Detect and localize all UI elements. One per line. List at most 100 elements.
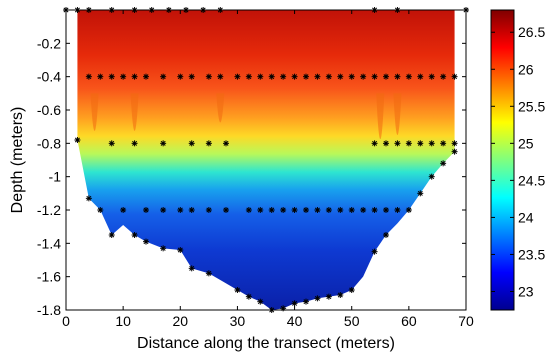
sample-point <box>205 270 212 277</box>
x-tick-label: 70 <box>458 313 474 329</box>
sample-point <box>131 140 138 147</box>
sample-point <box>143 238 149 245</box>
sample-point <box>131 7 138 13</box>
sample-point <box>143 207 149 213</box>
sample-point <box>337 73 344 80</box>
y-tick-label: -1.2 <box>37 202 61 218</box>
sample-point <box>160 245 167 252</box>
y-axis-ticks: -0.2 -0.4 -0.6 -0.8 -1 -1.2 -1.4 -1.6 -1.8 <box>37 35 466 318</box>
sample-point <box>131 232 138 238</box>
sample-point <box>108 140 115 147</box>
sample-point <box>371 73 378 80</box>
colorbar-tick-label: 25 <box>518 135 534 151</box>
sample-point <box>108 232 115 238</box>
sample-point <box>348 207 355 213</box>
sample-point <box>348 73 355 80</box>
warm-streaks <box>90 93 402 140</box>
sample-point <box>120 207 127 213</box>
sample-point <box>74 7 81 13</box>
sample-point <box>291 207 298 213</box>
sample-point <box>85 195 92 202</box>
sample-point <box>177 247 184 253</box>
sample-point <box>394 207 401 213</box>
sample-point <box>314 295 321 302</box>
sample-point <box>177 207 184 213</box>
sample-point <box>291 300 298 307</box>
sample-point <box>405 207 412 213</box>
colorbar-tick-label: 24 <box>518 209 534 225</box>
sample-point <box>371 207 378 213</box>
sample-point <box>417 190 424 197</box>
sample-point <box>428 140 435 147</box>
sample-point <box>371 248 378 255</box>
sample-point <box>268 307 275 313</box>
y-axis-label: Depth (meters) <box>9 107 26 214</box>
sample-point <box>74 137 81 143</box>
warm-streak <box>393 93 402 135</box>
sample-point <box>394 7 401 13</box>
sample-point <box>325 293 332 300</box>
y-tick-label: -1.4 <box>37 235 61 251</box>
x-axis-label: Distance along the transect (meters) <box>137 335 395 352</box>
sample-point <box>325 73 332 80</box>
sample-point <box>217 73 224 80</box>
sample-point <box>383 140 389 147</box>
sample-point <box>337 207 344 213</box>
sample-point <box>143 73 149 80</box>
sample-point <box>280 73 287 80</box>
sample-point <box>234 287 241 293</box>
sample-point <box>383 73 389 80</box>
sample-point <box>245 73 252 80</box>
warm-streak <box>216 93 225 123</box>
sample-point <box>383 207 389 213</box>
y-tick-label: -1.6 <box>37 269 61 285</box>
sample-point <box>360 207 367 213</box>
sample-point <box>160 73 167 80</box>
sample-point <box>428 73 435 80</box>
sample-point <box>223 140 229 147</box>
sample-point <box>268 207 275 213</box>
y-tick-label: -0.4 <box>37 69 61 85</box>
sample-point <box>85 73 92 80</box>
sample-point <box>257 298 264 305</box>
sample-point <box>160 140 167 147</box>
sample-point <box>205 207 212 213</box>
sample-point <box>314 207 321 213</box>
sample-point <box>217 7 224 13</box>
sample-point <box>394 140 401 147</box>
sample-point <box>131 73 138 80</box>
sample-point <box>200 7 207 13</box>
sample-point <box>108 7 115 13</box>
warm-streak <box>376 93 385 140</box>
x-tick-label: 0 <box>62 313 70 329</box>
sample-point <box>280 305 287 312</box>
plot-frame <box>65 9 467 311</box>
sample-point <box>205 140 212 147</box>
x-tick-label: 20 <box>172 313 188 329</box>
sample-point <box>383 232 389 238</box>
temperature-field <box>77 10 455 310</box>
sample-point <box>440 73 447 80</box>
y-tick-label: -0.8 <box>37 135 61 151</box>
colorbar-tick-label: 26 <box>518 61 534 77</box>
sample-point <box>165 7 172 13</box>
colorbar <box>490 9 515 311</box>
colorbar-ticks: 23 23.5 24 24.5 25 25.5 26 26.5 <box>491 24 545 299</box>
sample-point <box>394 73 401 80</box>
sample-point <box>257 73 264 80</box>
x-tick-label: 10 <box>115 313 131 329</box>
warm-streak <box>90 93 99 131</box>
colorbar-tick-label: 26.5 <box>518 24 545 40</box>
sample-point <box>451 148 458 155</box>
sample-point <box>303 207 309 213</box>
sample-point <box>188 140 195 147</box>
colorbar-tick-label: 25.5 <box>518 98 545 114</box>
sample-point <box>188 207 195 213</box>
sample-point <box>325 207 332 213</box>
sample-point <box>97 207 104 213</box>
colorbar-tick-label: 24.5 <box>518 172 545 188</box>
x-tick-label: 50 <box>344 313 360 329</box>
sample-point <box>85 7 92 13</box>
sample-point <box>371 140 378 147</box>
sample-point <box>63 7 69 13</box>
